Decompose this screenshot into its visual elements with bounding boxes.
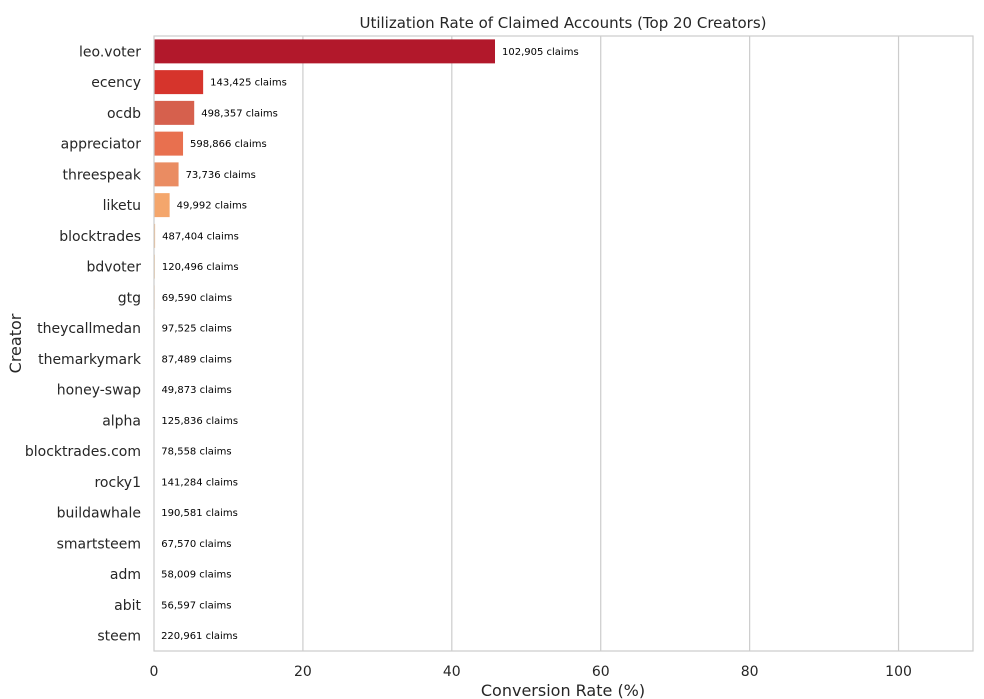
category-label: rocky1 xyxy=(94,475,141,491)
bars xyxy=(154,39,496,648)
category-label: adm xyxy=(110,567,141,583)
category-label: smartsteem xyxy=(57,536,141,552)
x-tick-label: 60 xyxy=(592,664,610,680)
data-label: 69,590 claims xyxy=(162,293,232,304)
category-label: gtg xyxy=(118,290,141,306)
category-label: steem xyxy=(97,629,141,645)
plot-frame xyxy=(153,35,974,652)
data-label: 487,404 claims xyxy=(162,231,239,242)
category-label: ocdb xyxy=(107,106,141,122)
y-axis-label: Creator xyxy=(6,313,25,373)
data-label: 78,558 claims xyxy=(161,447,231,458)
category-label: leo.voter xyxy=(79,44,141,60)
category-label: blocktrades xyxy=(59,229,141,245)
x-tick-label: 20 xyxy=(294,664,312,680)
x-tick-label: 80 xyxy=(741,664,759,680)
bar xyxy=(154,131,184,156)
data-label: 190,581 claims xyxy=(161,508,238,519)
bar xyxy=(154,70,204,95)
data-label: 102,905 claims xyxy=(502,47,579,58)
category-label: appreciator xyxy=(61,137,142,153)
data-label: 141,284 claims xyxy=(161,477,238,488)
data-label: 67,570 claims xyxy=(161,539,231,550)
category-label: alpha xyxy=(102,413,141,429)
category-label: themarkymark xyxy=(38,352,142,368)
data-label: 87,489 claims xyxy=(162,354,232,365)
category-label: liketu xyxy=(103,198,141,214)
bar xyxy=(154,100,195,125)
x-tick-label: 0 xyxy=(150,664,159,680)
data-label: 498,357 claims xyxy=(201,108,278,119)
category-label: theycallmedan xyxy=(37,321,141,337)
category-label: bdvoter xyxy=(87,260,142,276)
x-tick-labels: 0 20 40 60 80 100 xyxy=(150,664,912,680)
data-label: 49,992 claims xyxy=(177,201,247,212)
data-label: 125,836 claims xyxy=(161,416,238,427)
data-label: 120,496 claims xyxy=(162,262,239,273)
gridlines xyxy=(302,36,900,651)
y-tick-labels: leo.voter ecency ocdb appreciator threespeak… xyxy=(25,44,142,644)
category-label: abit xyxy=(114,598,141,614)
category-label: ecency xyxy=(91,75,141,91)
category-label: honey-swap xyxy=(57,383,141,399)
x-tick-label: 40 xyxy=(443,664,461,680)
category-label: threespeak xyxy=(62,167,141,183)
data-label: 220,961 claims xyxy=(161,631,238,642)
data-label: 58,009 claims xyxy=(161,570,231,581)
x-tick-label: 100 xyxy=(885,664,912,680)
bar xyxy=(154,193,170,218)
data-label: 598,866 claims xyxy=(190,139,267,150)
data-label: 56,597 claims xyxy=(161,600,231,611)
category-label: buildawhale xyxy=(57,506,141,522)
data-label: 143,425 claims xyxy=(210,78,287,89)
x-axis-label: Conversion Rate (%) xyxy=(481,681,645,699)
chart-title: Utilization Rate of Claimed Accounts (To… xyxy=(359,14,766,32)
category-label: blocktrades.com xyxy=(25,444,141,460)
data-labels: 102,905 claims 143,425 claims 498,357 clai… xyxy=(161,47,579,642)
bar xyxy=(154,39,496,64)
data-label: 73,736 claims xyxy=(186,170,256,181)
data-label: 49,873 claims xyxy=(161,385,231,396)
bar xyxy=(154,162,179,187)
data-label: 97,525 claims xyxy=(162,324,232,335)
